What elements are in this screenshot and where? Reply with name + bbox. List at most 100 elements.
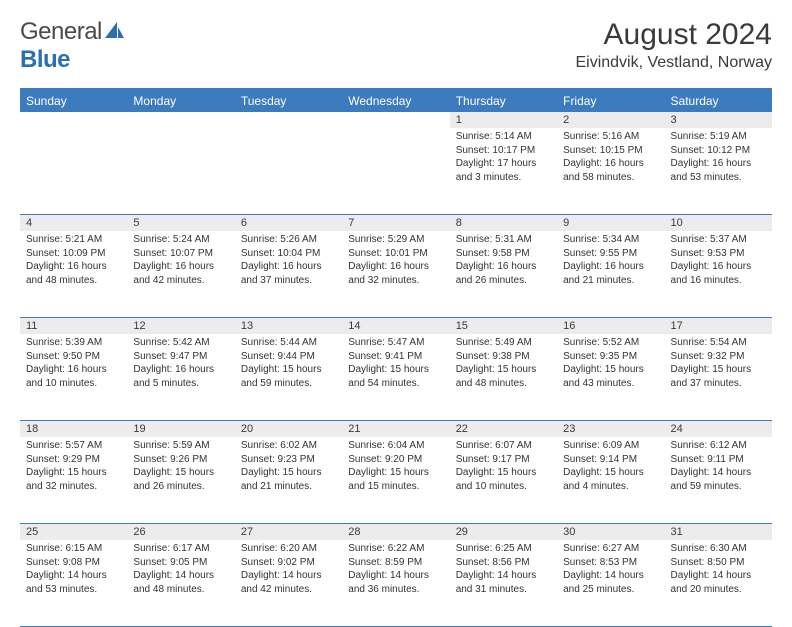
day-cell: Sunrise: 6:02 AMSunset: 9:23 PMDaylight:… — [235, 437, 342, 523]
sunrise-label: Sunrise: 6:12 AM — [671, 439, 766, 453]
sunrise-label: Sunrise: 5:57 AM — [26, 439, 121, 453]
weekday-wednesday: Wednesday — [342, 90, 449, 112]
sunset-label: Sunset: 8:56 PM — [456, 556, 551, 570]
daylight-label: Daylight: 16 hours and 5 minutes. — [133, 363, 228, 390]
day-cell-empty — [342, 128, 449, 214]
daylight-label: Daylight: 17 hours and 3 minutes. — [456, 157, 551, 184]
daylight-label: Daylight: 14 hours and 25 minutes. — [563, 569, 658, 596]
day-number: 20 — [235, 421, 342, 437]
day-details: Sunrise: 5:52 AMSunset: 9:35 PMDaylight:… — [557, 334, 664, 394]
day-cell: Sunrise: 5:34 AMSunset: 9:55 PMDaylight:… — [557, 231, 664, 317]
daylight-label: Daylight: 15 hours and 37 minutes. — [671, 363, 766, 390]
sunrise-label: Sunrise: 6:09 AM — [563, 439, 658, 453]
day-number: 15 — [450, 318, 557, 334]
sunset-label: Sunset: 9:53 PM — [671, 247, 766, 261]
day-number: 27 — [235, 524, 342, 540]
sunrise-label: Sunrise: 5:19 AM — [671, 130, 766, 144]
title-block: August 2024 Eivindvik, Vestland, Norway — [575, 18, 772, 72]
day-number-empty — [20, 112, 127, 128]
day-details: Sunrise: 6:22 AMSunset: 8:59 PMDaylight:… — [342, 540, 449, 600]
day-details: Sunrise: 6:30 AMSunset: 8:50 PMDaylight:… — [665, 540, 772, 600]
day-details: Sunrise: 5:31 AMSunset: 9:58 PMDaylight:… — [450, 231, 557, 291]
sunset-label: Sunset: 9:35 PM — [563, 350, 658, 364]
day-number: 26 — [127, 524, 234, 540]
day-cell: Sunrise: 6:22 AMSunset: 8:59 PMDaylight:… — [342, 540, 449, 626]
location-label: Eivindvik, Vestland, Norway — [575, 54, 772, 72]
sunset-label: Sunset: 8:53 PM — [563, 556, 658, 570]
sunrise-label: Sunrise: 5:52 AM — [563, 336, 658, 350]
day-cell: Sunrise: 5:31 AMSunset: 9:58 PMDaylight:… — [450, 231, 557, 317]
daylight-label: Daylight: 16 hours and 37 minutes. — [241, 260, 336, 287]
day-cell-empty — [127, 128, 234, 214]
day-number-empty — [342, 112, 449, 128]
day-cell: Sunrise: 5:59 AMSunset: 9:26 PMDaylight:… — [127, 437, 234, 523]
day-number: 14 — [342, 318, 449, 334]
daylight-label: Daylight: 16 hours and 48 minutes. — [26, 260, 121, 287]
day-cell: Sunrise: 6:20 AMSunset: 9:02 PMDaylight:… — [235, 540, 342, 626]
header: GeneralBlue August 2024 Eivindvik, Vestl… — [20, 18, 772, 74]
sunset-label: Sunset: 9:26 PM — [133, 453, 228, 467]
day-cell: Sunrise: 6:15 AMSunset: 9:08 PMDaylight:… — [20, 540, 127, 626]
weekday-header-row: SundayMondayTuesdayWednesdayThursdayFrid… — [20, 90, 772, 112]
day-details: Sunrise: 6:27 AMSunset: 8:53 PMDaylight:… — [557, 540, 664, 600]
day-number: 5 — [127, 215, 234, 231]
logo-sail-icon — [104, 18, 126, 45]
logo-text-2: Blue — [20, 46, 70, 73]
sunset-label: Sunset: 9:05 PM — [133, 556, 228, 570]
sunrise-label: Sunrise: 6:07 AM — [456, 439, 551, 453]
weekday-friday: Friday — [557, 90, 664, 112]
sunset-label: Sunset: 9:55 PM — [563, 247, 658, 261]
day-cell: Sunrise: 5:19 AMSunset: 10:12 PMDaylight… — [665, 128, 772, 214]
daylight-label: Daylight: 14 hours and 42 minutes. — [241, 569, 336, 596]
day-number: 2 — [557, 112, 664, 128]
daylight-label: Daylight: 16 hours and 26 minutes. — [456, 260, 551, 287]
day-number: 31 — [665, 524, 772, 540]
sunrise-label: Sunrise: 5:31 AM — [456, 233, 551, 247]
sunrise-label: Sunrise: 6:02 AM — [241, 439, 336, 453]
sunrise-label: Sunrise: 6:04 AM — [348, 439, 443, 453]
daylight-label: Daylight: 16 hours and 10 minutes. — [26, 363, 121, 390]
day-details: Sunrise: 5:19 AMSunset: 10:12 PMDaylight… — [665, 128, 772, 188]
sunrise-label: Sunrise: 6:30 AM — [671, 542, 766, 556]
daylight-label: Daylight: 15 hours and 10 minutes. — [456, 466, 551, 493]
weekday-monday: Monday — [127, 90, 234, 112]
daylight-label: Daylight: 14 hours and 31 minutes. — [456, 569, 551, 596]
sunset-label: Sunset: 9:58 PM — [456, 247, 551, 261]
sunset-label: Sunset: 8:59 PM — [348, 556, 443, 570]
daylight-label: Daylight: 16 hours and 21 minutes. — [563, 260, 658, 287]
sunrise-label: Sunrise: 5:34 AM — [563, 233, 658, 247]
day-number: 29 — [450, 524, 557, 540]
sunset-label: Sunset: 9:44 PM — [241, 350, 336, 364]
daylight-label: Daylight: 16 hours and 42 minutes. — [133, 260, 228, 287]
weekday-sunday: Sunday — [20, 90, 127, 112]
daylight-label: Daylight: 16 hours and 53 minutes. — [671, 157, 766, 184]
sunset-label: Sunset: 9:02 PM — [241, 556, 336, 570]
day-number: 4 — [20, 215, 127, 231]
day-number: 8 — [450, 215, 557, 231]
sunset-label: Sunset: 10:01 PM — [348, 247, 443, 261]
daylight-label: Daylight: 15 hours and 4 minutes. — [563, 466, 658, 493]
day-details: Sunrise: 6:02 AMSunset: 9:23 PMDaylight:… — [235, 437, 342, 497]
sunset-label: Sunset: 9:20 PM — [348, 453, 443, 467]
day-number: 23 — [557, 421, 664, 437]
logo-text: GeneralBlue — [20, 18, 126, 74]
day-cell: Sunrise: 5:42 AMSunset: 9:47 PMDaylight:… — [127, 334, 234, 420]
sunset-label: Sunset: 10:04 PM — [241, 247, 336, 261]
daylight-label: Daylight: 16 hours and 16 minutes. — [671, 260, 766, 287]
sunset-label: Sunset: 9:29 PM — [26, 453, 121, 467]
daylight-label: Daylight: 15 hours and 32 minutes. — [26, 466, 121, 493]
day-number-empty — [235, 112, 342, 128]
day-cell: Sunrise: 5:47 AMSunset: 9:41 PMDaylight:… — [342, 334, 449, 420]
day-details: Sunrise: 5:39 AMSunset: 9:50 PMDaylight:… — [20, 334, 127, 394]
day-details: Sunrise: 5:59 AMSunset: 9:26 PMDaylight:… — [127, 437, 234, 497]
sunrise-label: Sunrise: 5:16 AM — [563, 130, 658, 144]
day-details: Sunrise: 6:20 AMSunset: 9:02 PMDaylight:… — [235, 540, 342, 600]
daylight-label: Daylight: 16 hours and 58 minutes. — [563, 157, 658, 184]
sunset-label: Sunset: 10:17 PM — [456, 144, 551, 158]
day-details: Sunrise: 6:04 AMSunset: 9:20 PMDaylight:… — [342, 437, 449, 497]
sunset-label: Sunset: 9:17 PM — [456, 453, 551, 467]
sunrise-label: Sunrise: 5:59 AM — [133, 439, 228, 453]
sunset-label: Sunset: 10:15 PM — [563, 144, 658, 158]
day-number: 3 — [665, 112, 772, 128]
day-details: Sunrise: 6:09 AMSunset: 9:14 PMDaylight:… — [557, 437, 664, 497]
